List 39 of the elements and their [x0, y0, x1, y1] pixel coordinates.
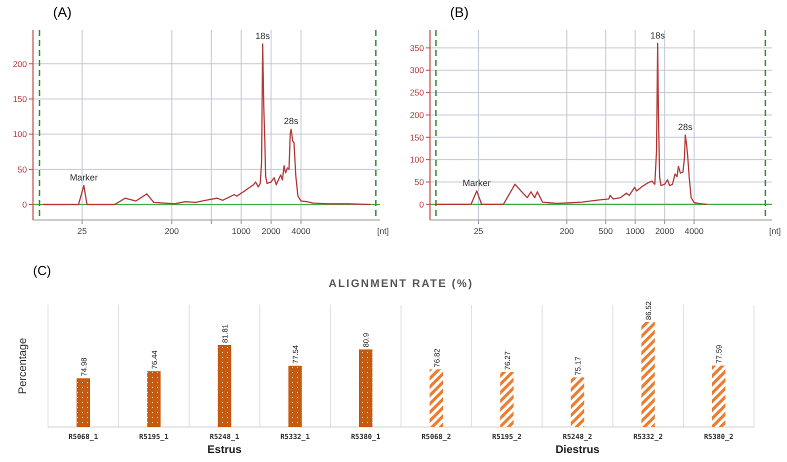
chart-title: (B) [450, 4, 469, 20]
text: Diestrus [555, 444, 600, 456]
y-tick-label: 0 [419, 199, 424, 210]
x-tick-label: 200 [164, 226, 180, 236]
x-axis-title: [nt] [769, 226, 781, 236]
x-tick-label: 1000 [232, 226, 251, 236]
y-tick-label: 350 [410, 42, 424, 53]
x-axis-title: [nt] [377, 226, 389, 236]
x-tick-label: 2000 [655, 226, 674, 236]
annotation: 28s [284, 116, 299, 126]
y-tick-label: 200 [410, 110, 424, 120]
chart-title: ALIGNMENT RATE (%) [328, 278, 474, 290]
y-axis-title: Percentage [17, 338, 29, 394]
annotation: 18s [255, 31, 270, 42]
x-tick-label: 1000 [626, 226, 645, 236]
y-tick-label: 50 [18, 164, 28, 174]
annotation: 18s [650, 30, 666, 40]
x-tick-label: 200 [560, 226, 574, 236]
annotation: Marker [70, 172, 98, 183]
y-tick-label: 150 [12, 94, 28, 104]
text: (C) [33, 263, 52, 278]
x-tick-label: 2000 [262, 226, 281, 236]
x-tick-label: 4000 [684, 226, 704, 236]
series-label: Estrus [207, 444, 242, 456]
chart-title: (A) [53, 4, 72, 20]
annotation: 28s [678, 122, 694, 132]
x-tick-label: 25 [474, 226, 484, 236]
x-tick-label: 500 [598, 226, 614, 236]
y-tick-label: 200 [12, 58, 28, 69]
x-tick-label: 4000 [292, 226, 311, 236]
y-tick-label: 0 [22, 200, 28, 210]
y-tick-label: 100 [12, 129, 28, 140]
x-tick-label: 25 [77, 226, 88, 236]
y-tick-label: 50 [414, 177, 424, 187]
y-tick-label: 100 [410, 154, 424, 165]
y-tick-label: 300 [410, 65, 424, 76]
y-tick-label: 150 [410, 132, 424, 142]
annotation: Marker [462, 178, 491, 188]
y-tick-label: 250 [410, 88, 424, 98]
